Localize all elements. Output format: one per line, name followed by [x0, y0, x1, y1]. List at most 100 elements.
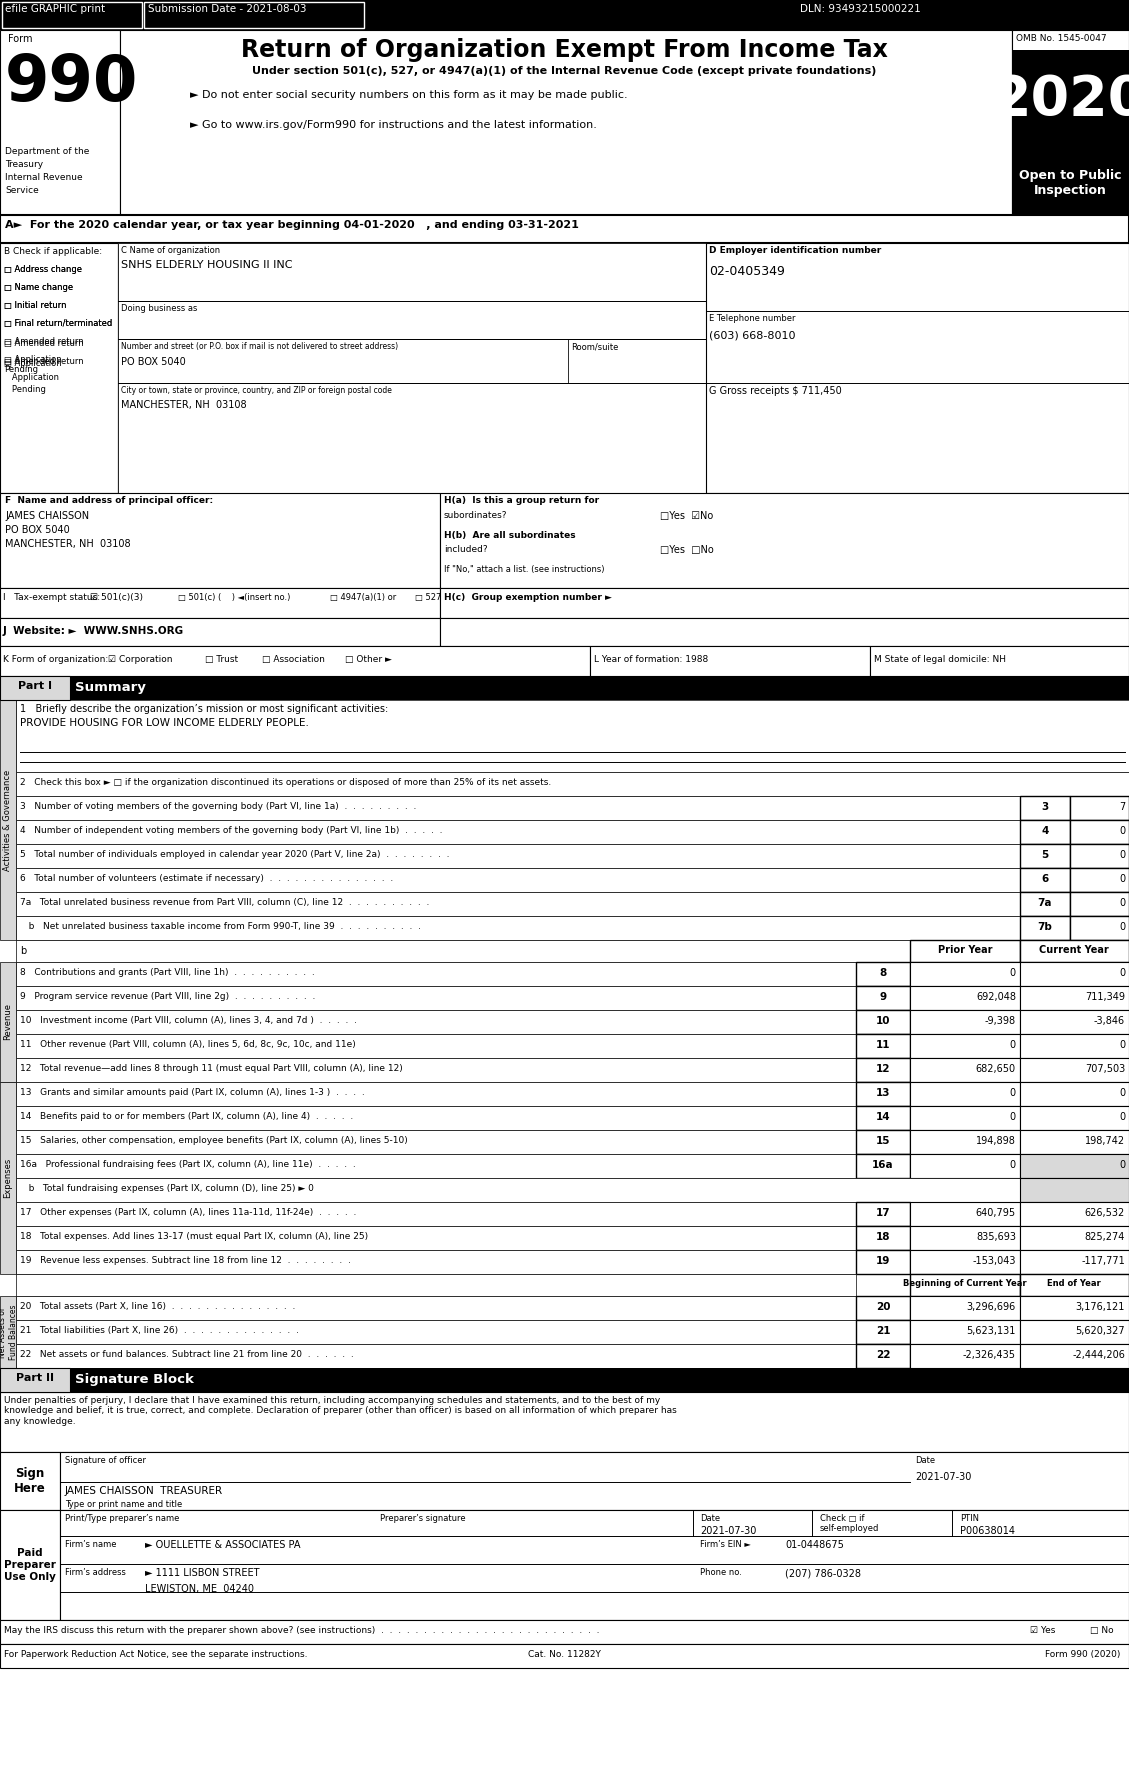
- Text: -117,771: -117,771: [1082, 1255, 1124, 1266]
- Text: Preparer’s signature: Preparer’s signature: [380, 1513, 465, 1522]
- Text: 626,532: 626,532: [1085, 1207, 1124, 1218]
- Bar: [1019, 795, 1070, 820]
- Text: □ Application
Pending: □ Application Pending: [5, 355, 62, 374]
- Text: OMB No. 1545-0047: OMB No. 1545-0047: [1016, 34, 1106, 43]
- Bar: [119, 338, 568, 383]
- Text: □ Amended return: □ Amended return: [5, 337, 84, 346]
- Bar: [1019, 1010, 1129, 1033]
- Bar: [1019, 1130, 1129, 1153]
- Text: □ Other ►: □ Other ►: [345, 656, 392, 664]
- Text: 2020: 2020: [992, 73, 1129, 127]
- Bar: [0, 618, 440, 647]
- Text: -153,043: -153,043: [972, 1255, 1016, 1266]
- Text: For Paperwork Reduction Act Notice, see the separate instructions.: For Paperwork Reduction Act Notice, see …: [5, 1650, 307, 1658]
- Bar: [16, 1130, 856, 1153]
- Bar: [1019, 1320, 1129, 1343]
- Bar: [16, 1250, 856, 1273]
- Text: Beginning of Current Year: Beginning of Current Year: [903, 1279, 1026, 1288]
- Text: 13   Grants and similar amounts paid (Part IX, column (A), lines 1-3 )  .  .  . : 13 Grants and similar amounts paid (Part…: [20, 1087, 365, 1098]
- Text: E Telephone number: E Telephone number: [709, 313, 796, 322]
- Bar: [119, 383, 706, 493]
- Bar: [16, 1153, 856, 1178]
- Text: 0: 0: [1119, 967, 1124, 978]
- Text: 13: 13: [876, 1087, 891, 1098]
- Text: 692,048: 692,048: [975, 992, 1016, 1001]
- Text: Application: Application: [5, 373, 59, 381]
- Bar: [16, 1010, 856, 1033]
- Text: ► OUELLETTE & ASSOCIATES PA: ► OUELLETTE & ASSOCIATES PA: [145, 1540, 300, 1549]
- Bar: [1070, 820, 1129, 844]
- Text: b   Net unrelated business taxable income from Form 990-T, line 39  .  .  .  .  : b Net unrelated business taxable income …: [20, 922, 421, 931]
- Bar: [856, 1130, 910, 1153]
- Bar: [856, 987, 910, 1010]
- Text: □ Final return/terminated: □ Final return/terminated: [5, 319, 112, 328]
- Text: 707,503: 707,503: [1085, 1064, 1124, 1075]
- Text: □ Final return/terminated: □ Final return/terminated: [5, 319, 112, 328]
- Bar: [0, 30, 120, 215]
- Bar: [856, 1343, 910, 1368]
- Bar: [1019, 820, 1070, 844]
- Text: 0: 0: [1009, 1087, 1016, 1098]
- Text: H(a)  Is this a group return for: H(a) Is this a group return for: [444, 496, 599, 505]
- Text: JAMES CHAISSON: JAMES CHAISSON: [5, 510, 89, 521]
- Text: 3: 3: [1041, 802, 1049, 811]
- Bar: [1019, 1178, 1129, 1202]
- Bar: [870, 647, 1129, 675]
- Text: Service: Service: [5, 186, 38, 195]
- Text: □ Association: □ Association: [262, 656, 325, 664]
- Text: 2021-07-30: 2021-07-30: [700, 1526, 756, 1537]
- Bar: [16, 820, 1019, 844]
- Bar: [1019, 1227, 1129, 1250]
- Text: -2,326,435: -2,326,435: [963, 1350, 1016, 1359]
- Text: F  Name and address of principal officer:: F Name and address of principal officer:: [5, 496, 213, 505]
- Text: 11   Other revenue (Part VIII, column (A), lines 5, 6d, 8c, 9c, 10c, and 11e): 11 Other revenue (Part VIII, column (A),…: [20, 1041, 356, 1050]
- Text: □ Amended return: □ Amended return: [5, 338, 84, 347]
- Text: included?: included?: [444, 544, 488, 553]
- Bar: [1019, 1250, 1129, 1273]
- Bar: [910, 962, 1019, 987]
- Bar: [16, 1107, 856, 1130]
- Text: -2,444,206: -2,444,206: [1073, 1350, 1124, 1359]
- Bar: [16, 987, 856, 1010]
- Text: MANCHESTER, NH  03108: MANCHESTER, NH 03108: [5, 539, 131, 550]
- Bar: [0, 244, 119, 493]
- Text: 0: 0: [1119, 826, 1124, 836]
- Text: Signature Block: Signature Block: [75, 1374, 194, 1386]
- Text: If "No," attach a list. (see instructions): If "No," attach a list. (see instruction…: [444, 564, 604, 573]
- Bar: [0, 1510, 60, 1621]
- Bar: [16, 940, 910, 962]
- Text: Part II: Part II: [16, 1374, 54, 1383]
- Bar: [1019, 892, 1070, 915]
- Text: 9: 9: [879, 992, 886, 1001]
- Text: City or town, state or province, country, and ZIP or foreign postal code: City or town, state or province, country…: [121, 387, 392, 396]
- Text: 6   Total number of volunteers (estimate if necessary)  .  .  .  .  .  .  .  .  : 6 Total number of volunteers (estimate i…: [20, 874, 393, 883]
- Text: H(b)  Are all subordinates: H(b) Are all subordinates: [444, 530, 576, 541]
- Text: 0: 0: [1119, 874, 1124, 885]
- Bar: [1019, 1107, 1129, 1130]
- Text: □ Application: □ Application: [5, 358, 62, 367]
- Bar: [0, 1453, 60, 1510]
- Bar: [1019, 869, 1070, 892]
- Bar: [2, 2, 142, 29]
- Text: ☑ 501(c)(3): ☑ 501(c)(3): [90, 593, 143, 602]
- Text: Treasury: Treasury: [5, 159, 43, 168]
- Text: Department of the: Department of the: [5, 147, 89, 156]
- Text: PTIN: PTIN: [960, 1513, 979, 1522]
- Bar: [910, 1343, 1019, 1368]
- Bar: [440, 493, 1129, 587]
- Text: A►  For the 2020 calendar year, or tax year beginning 04-01-2020   , and ending : A► For the 2020 calendar year, or tax ye…: [5, 220, 579, 229]
- Text: 17: 17: [876, 1207, 891, 1218]
- Bar: [856, 1082, 910, 1107]
- Text: 8   Contributions and grants (Part VIII, line 1h)  .  .  .  .  .  .  .  .  .  .: 8 Contributions and grants (Part VIII, l…: [20, 967, 315, 978]
- Text: Current Year: Current Year: [1039, 946, 1109, 955]
- Text: D Employer identification number: D Employer identification number: [709, 245, 882, 254]
- Bar: [910, 1058, 1019, 1082]
- Bar: [1019, 1153, 1129, 1178]
- Text: 0: 0: [1119, 1161, 1124, 1170]
- Bar: [1012, 50, 1129, 150]
- Text: Firm’s name: Firm’s name: [65, 1540, 116, 1549]
- Text: 2   Check this box ► □ if the organization discontinued its operations or dispos: 2 Check this box ► □ if the organization…: [20, 777, 551, 786]
- Bar: [1019, 962, 1129, 987]
- Bar: [0, 215, 1129, 244]
- Text: Date: Date: [914, 1456, 935, 1465]
